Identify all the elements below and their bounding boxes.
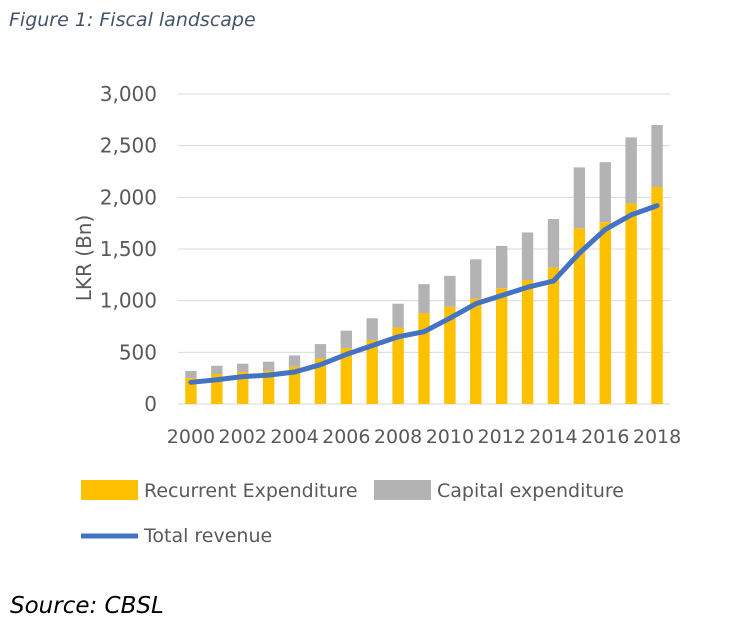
x-tick-labels: 2000 2002 2004 2006 2008 2010 2012 2014 2016 2018 [167, 426, 681, 448]
x-tick-label: 2010 [426, 426, 474, 448]
revenue-line-group [188, 203, 660, 385]
bar-capital [185, 370, 197, 379]
bar-recurrent [288, 366, 301, 404]
bar-recurrent [599, 222, 611, 404]
bar-capital [340, 330, 353, 349]
legend-swatch-capital [374, 480, 431, 500]
y-tick-label: 1,000 [100, 289, 157, 313]
bar-capital [288, 355, 301, 367]
legend-label-capital: Capital expenditure [437, 480, 624, 502]
legend-label-revenue: Total revenue [143, 525, 272, 547]
x-tick-label: 2014 [529, 426, 577, 448]
x-tick-label: 2004 [270, 426, 318, 448]
x-tick-label: 2000 [167, 426, 215, 448]
y-tick-label: 0 [144, 392, 157, 416]
bars [185, 125, 663, 404]
bar-capital [418, 284, 430, 314]
legend-swatch-recurrent [81, 480, 138, 500]
bar-recurrent [366, 339, 378, 404]
bar-recurrent [392, 327, 404, 404]
bar-recurrent [340, 348, 353, 404]
y-tick-label: 2,000 [100, 185, 157, 209]
y-axis-label: LKR (Bn) [72, 215, 96, 302]
bar-capital [547, 219, 560, 268]
bar-capital [366, 318, 378, 340]
legend-label-recurrent: Recurrent Expenditure [144, 480, 358, 502]
bar-recurrent [651, 187, 663, 404]
bar-capital [599, 162, 611, 223]
x-tick-label: 2018 [633, 426, 681, 448]
bar-capital [237, 363, 249, 372]
y-tick-label: 2,500 [100, 134, 157, 158]
x-tick-label: 2002 [219, 426, 267, 448]
bar-recurrent [573, 228, 586, 404]
bar-capital [470, 259, 482, 299]
x-tick-label: 2008 [374, 426, 422, 448]
bar-capital [211, 365, 223, 375]
bar-capital [314, 344, 327, 359]
bar-capital [444, 275, 456, 307]
legend: Recurrent Expenditure Capital expenditur… [81, 480, 624, 547]
bar-recurrent [314, 358, 327, 404]
bar-recurrent [262, 370, 275, 404]
y-tick-label: 3,000 [100, 82, 157, 106]
bar-capital [521, 232, 534, 280]
bar-capital [495, 245, 508, 289]
bar-recurrent [237, 371, 249, 404]
bar-recurrent [521, 280, 534, 404]
bar-recurrent [625, 203, 637, 404]
figure-title: Figure 1: Fiscal landscape [9, 9, 256, 31]
y-tick-label: 1,500 [100, 237, 157, 261]
source-note: Source: CBSL [10, 593, 164, 619]
x-tick-label: 2012 [478, 426, 526, 448]
bar-recurrent [418, 313, 430, 404]
bar-capital [262, 361, 275, 371]
y-tick-labels: 0 500 1,000 1,500 2,000 2,500 3,000 [100, 82, 157, 416]
revenue-line [188, 203, 660, 385]
bar-recurrent [495, 288, 508, 404]
bar-recurrent [185, 378, 197, 404]
x-tick-label: 2016 [581, 426, 629, 448]
bar-recurrent [444, 306, 456, 404]
bar-recurrent [470, 298, 482, 404]
bar-recurrent [547, 267, 560, 404]
bar-capital [651, 125, 663, 187]
x-tick-label: 2006 [322, 426, 370, 448]
bar-capital [625, 137, 637, 204]
bar-recurrent [211, 374, 223, 404]
y-tick-label: 500 [119, 340, 157, 364]
bar-capital [392, 303, 404, 328]
bar-capital [573, 167, 586, 229]
